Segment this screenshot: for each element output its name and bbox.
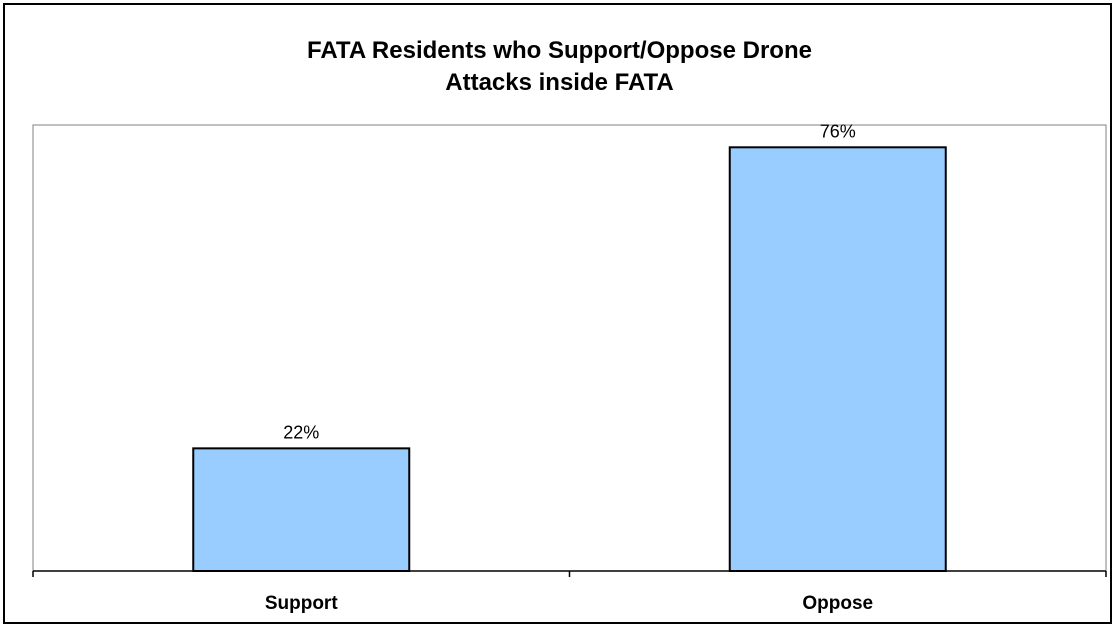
- bar-oppose: [728, 146, 947, 573]
- chart-title: FATA Residents who Support/Oppose Drone …: [5, 35, 1114, 99]
- data-label-oppose: 76%: [820, 121, 856, 141]
- chart-title-line-1: FATA Residents who Support/Oppose Drone: [307, 37, 812, 64]
- x-tick-label-support: Support: [265, 593, 338, 614]
- data-label-support: 22%: [283, 422, 319, 442]
- x-tick-label-oppose: Oppose: [802, 593, 873, 614]
- chart-title-line-2: Attacks inside FATA: [445, 69, 674, 96]
- bar-support: [192, 447, 411, 573]
